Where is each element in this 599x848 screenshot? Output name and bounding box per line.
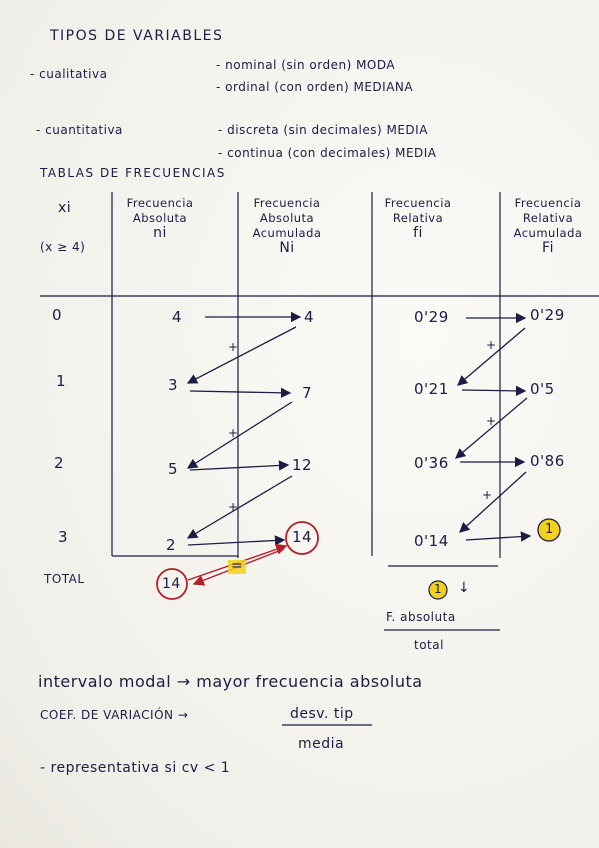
row1-ni: 3 [168, 376, 179, 394]
fi-header: Frecuencia Relativa fi [384, 196, 452, 241]
note-coef-num: desv. tip [290, 706, 354, 722]
type-nominal: - nominal (sin orden) MODA [216, 58, 396, 72]
row3-Fi: 1 [545, 522, 554, 537]
zigzag-plus-3: + [228, 500, 239, 514]
ni-header: Frecuencia Absoluta ni [126, 196, 194, 241]
tables-title: TABLAS DE FRECUENCIAS [40, 166, 226, 180]
total-fi: 1 [434, 582, 443, 596]
type-cuantitativa: - cuantitativa [36, 123, 123, 137]
equal-sign: = [231, 558, 244, 574]
zigzag-plus-5: + [486, 414, 497, 428]
page-title: TIPOS DE VARIABLES [50, 28, 224, 44]
row2-fi: 0'36 [414, 454, 449, 472]
row0-Ni: 4 [304, 308, 315, 326]
row1-xi: 1 [56, 372, 67, 390]
row0-xi: 0 [52, 306, 63, 324]
zigzag-plus-6: + [482, 488, 493, 502]
row2-xi: 2 [54, 454, 65, 472]
row1-Ni: 7 [302, 384, 313, 402]
type-ordinal: - ordinal (con orden) MEDIANA [216, 80, 414, 94]
note-representativa: - representativa si cv < 1 [40, 760, 231, 776]
formula-numerator: F. absoluta [386, 610, 456, 624]
row3-fi: 0'14 [414, 532, 449, 550]
Ni-header: Frecuencia Absoluta Acumulada Ni [252, 196, 322, 256]
type-cualitativa: - cualitativa [30, 67, 108, 81]
xi-symbol: xi [58, 200, 72, 216]
note-intervalo: intervalo modal → mayor frecuencia absol… [38, 672, 423, 691]
row1-Fi: 0'5 [530, 380, 555, 398]
down-arrow: ↓ [458, 580, 471, 596]
row1-fi: 0'21 [414, 380, 449, 398]
row2-Fi: 0'86 [530, 452, 565, 470]
row3-xi: 3 [58, 528, 69, 546]
zigzag-plus-4: + [486, 338, 497, 352]
total-label: TOTAL [44, 572, 85, 586]
row2-Ni: 12 [292, 456, 313, 474]
Fi-header: Frecuencia Relativa Acumulada Fi [513, 196, 583, 256]
row0-fi: 0'29 [414, 308, 449, 326]
row3-Ni: 14 [292, 528, 313, 546]
zigzag-plus-1: + [228, 340, 239, 354]
row0-Fi: 0'29 [530, 306, 565, 324]
total-ni: 14 [162, 576, 181, 592]
note-coef: COEF. DE VARIACIÓN → [40, 708, 189, 722]
note-coef-den: media [298, 736, 345, 752]
type-discreta: - discreta (sin decimales) MEDIA [218, 123, 428, 137]
xi-note: (x ≥ 4) [40, 240, 86, 254]
row0-ni: 4 [172, 308, 183, 326]
zigzag-plus-2: + [228, 426, 239, 440]
type-continua: - continua (con decimales) MEDIA [218, 146, 437, 160]
row3-ni: 2 [166, 536, 177, 554]
row2-ni: 5 [168, 460, 179, 478]
formula-denominator: total [414, 638, 444, 652]
